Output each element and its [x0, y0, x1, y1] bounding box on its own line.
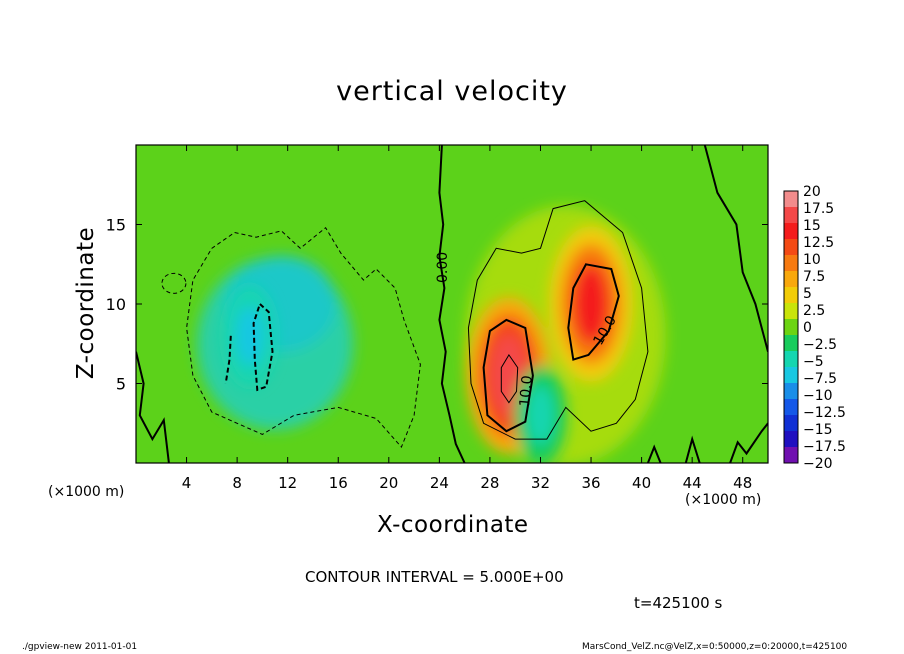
x-tick-label: 16	[329, 474, 348, 492]
colorbar-swatch	[784, 191, 798, 208]
colorbar-label: −5	[803, 354, 824, 370]
colorbar-frame	[783, 190, 799, 464]
colorbar-label: 5	[803, 286, 812, 302]
contour-bottom	[646, 444, 662, 463]
colorbar-label: 15	[803, 218, 821, 234]
time-label: t=425100 s	[634, 594, 723, 612]
velocity-field	[136, 145, 768, 463]
x-tick-label: 12	[278, 474, 297, 492]
colorbar: 2017.51512.5107.552.50−2.5−5−7.5−10−12.5…	[783, 184, 846, 472]
y-tick-label: 5	[116, 375, 126, 394]
contour-bottom	[729, 422, 768, 463]
colorbar-label: −7.5	[803, 371, 837, 387]
contour-label: 10.0	[517, 375, 536, 407]
colorbar-label: −20	[803, 456, 833, 472]
contour-15	[500, 353, 519, 404]
x-axis-unit: (×1000 m)	[685, 492, 762, 508]
contour-label: 0.00	[435, 252, 451, 283]
x-tick-label: 20	[379, 474, 398, 492]
colorbar-swatch	[784, 303, 798, 320]
colorbar-swatch	[784, 207, 798, 224]
colorbar-label: 7.5	[803, 269, 825, 285]
updraft-core	[573, 264, 610, 344]
colorbar-label: 0	[803, 320, 812, 336]
contour-lines	[136, 145, 768, 463]
x-axis-label: X-coordinate	[377, 512, 529, 538]
contour-10-left	[482, 318, 534, 433]
y-tick-label: 15	[106, 216, 126, 235]
footer-program-date: ./gpview-new 2011-01-01	[22, 642, 138, 652]
colorbar-swatch	[784, 399, 798, 416]
colorbar-swatch	[784, 271, 798, 288]
colorbar-swatch	[784, 415, 798, 432]
colorbar-label: 12.5	[803, 235, 834, 251]
footer-data-source: MarsCond_VelZ.nc@VelZ,x=0:50000,z=0:2000…	[582, 642, 848, 652]
colorbar-label: 2.5	[803, 303, 825, 319]
x-axis: 4 8 12 16 20 24 28 32 36 40 44 48	[182, 145, 752, 492]
y-axis-label-wrap: Z-coordinate	[66, 218, 106, 388]
colorbar-swatch	[784, 335, 798, 352]
contour-interval-note: CONTOUR INTERVAL = 5.000E+00	[305, 568, 564, 586]
colorbar-label: −2.5	[803, 337, 837, 353]
contour-5	[467, 200, 649, 440]
colorbar-label: −10	[803, 388, 833, 404]
contour-minus5-small	[161, 272, 187, 294]
colorbar-swatch	[784, 383, 798, 400]
colorbar-swatch	[784, 239, 798, 256]
colorbar-swatch	[784, 351, 798, 368]
colorbar-swatch	[784, 431, 798, 448]
colorbar-label: −17.5	[803, 439, 846, 455]
x-tick-label: 8	[232, 474, 242, 492]
colorbar-swatch	[784, 287, 798, 304]
colorbar-swatch	[784, 255, 798, 272]
chart-title: vertical velocity	[336, 76, 568, 107]
contour-bottom	[684, 435, 701, 463]
x-tick-label: 28	[480, 474, 499, 492]
zero-contour	[438, 145, 466, 463]
colorbar-swatch	[784, 319, 798, 336]
downdraft-core	[235, 305, 264, 366]
y-axis-unit: (×1000 m)	[48, 484, 125, 500]
x-tick-label: 4	[182, 474, 192, 492]
x-tick-label: 36	[581, 474, 600, 492]
colorbar-label: 17.5	[803, 201, 834, 217]
colorbar-swatch	[784, 447, 798, 464]
x-tick-label: 32	[531, 474, 550, 492]
colorbar-label: 20	[803, 184, 821, 200]
contour-minus10	[252, 302, 274, 392]
colorbar-label: 10	[803, 252, 821, 268]
colorbar-swatch	[784, 223, 798, 240]
x-tick-label: 44	[683, 474, 702, 492]
y-tick-label: 10	[106, 295, 126, 314]
x-tick-label: 40	[632, 474, 651, 492]
colorbar-label: −15	[803, 422, 833, 438]
contour-10-right	[567, 263, 620, 361]
colorbar-label: −12.5	[803, 405, 846, 421]
colorbar-swatch	[784, 367, 798, 384]
x-tick-label: 24	[430, 474, 449, 492]
zero-contour-right	[703, 145, 768, 352]
y-axis-label: Z-coordinate	[73, 226, 99, 380]
contour-minus5	[186, 226, 421, 449]
contour-bottom-left	[136, 351, 170, 463]
y-axis: 5 10 15	[106, 216, 768, 394]
downdraft-core	[526, 385, 555, 446]
x-tick-label: 48	[733, 474, 752, 492]
